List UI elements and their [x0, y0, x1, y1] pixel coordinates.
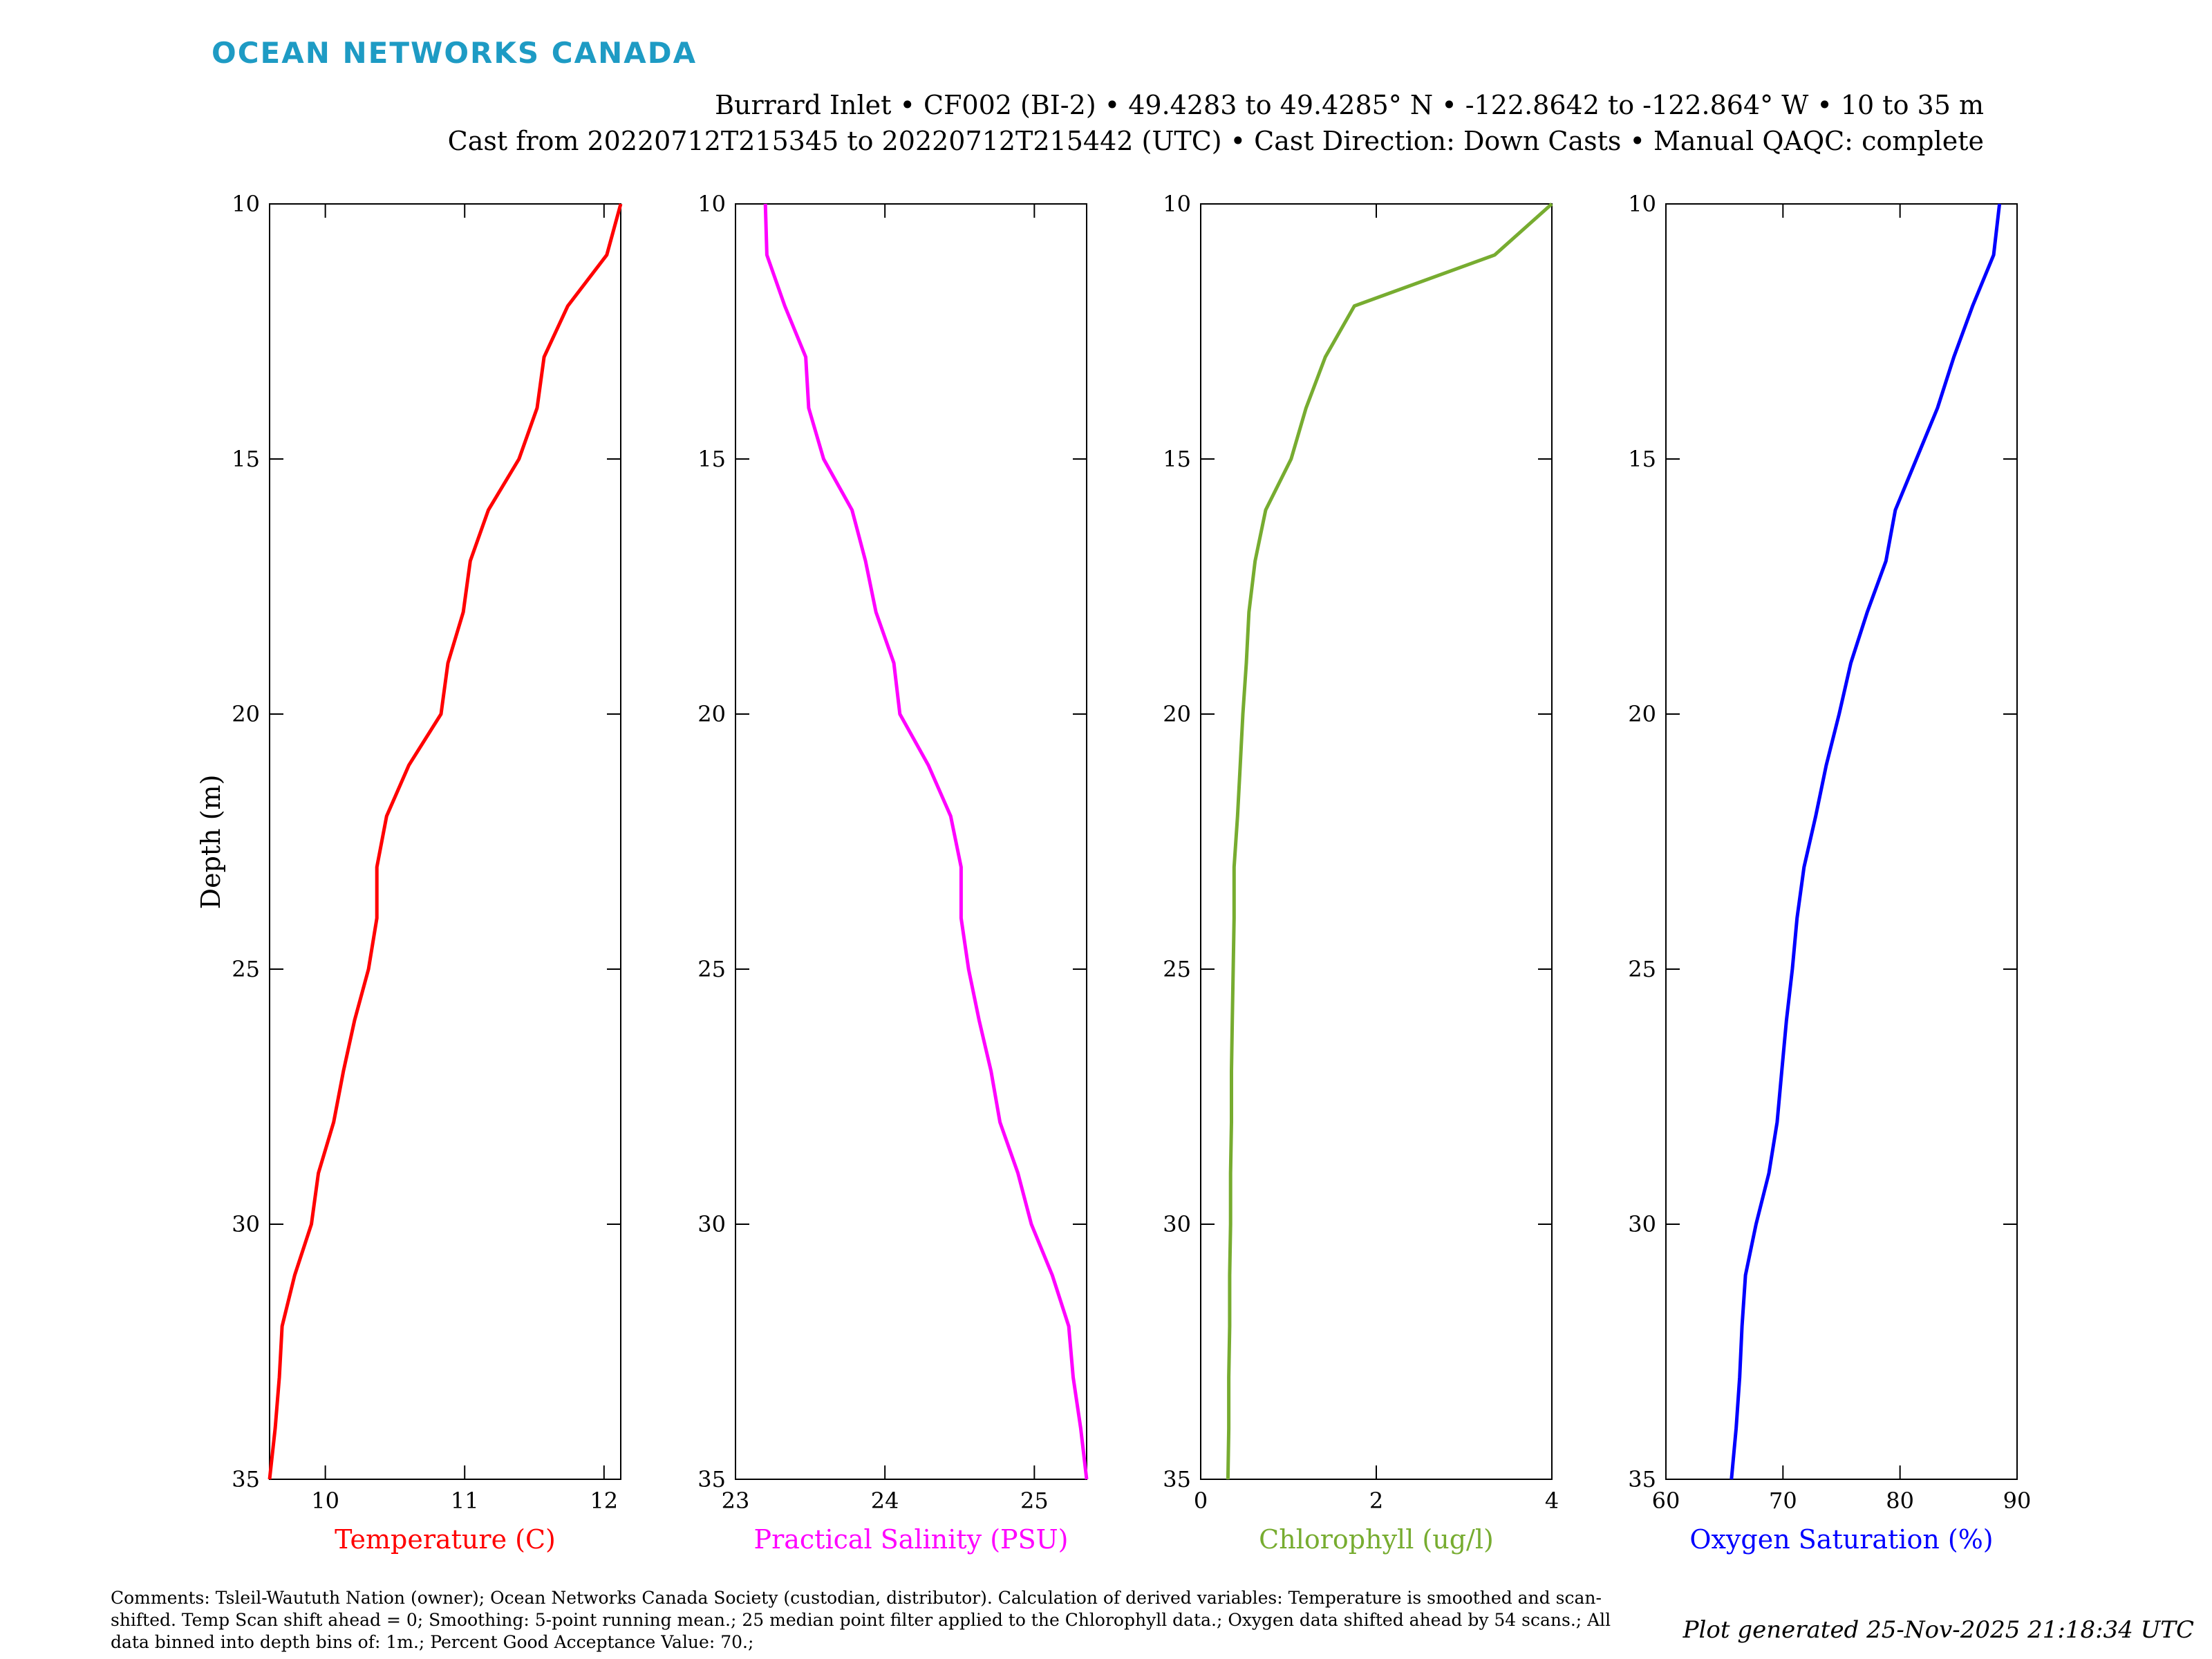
x-tick-label: 0	[1194, 1488, 1208, 1514]
y-axis-label: Depth (m)	[196, 775, 226, 910]
brand-logo-text: OCEAN NETWORKS CANADA	[212, 36, 697, 70]
x-tick-label: 90	[2003, 1488, 2032, 1514]
y-tick-label: 25	[232, 956, 260, 982]
x-tick-label: 2	[1369, 1488, 1383, 1514]
x-axis-label-4: Oxygen Saturation (%)	[1689, 1524, 1993, 1555]
y-tick-label: 20	[1163, 701, 1191, 727]
y-tick-label: 20	[232, 701, 260, 727]
y-tick-label: 15	[1163, 446, 1191, 472]
x-tick-label: 23	[722, 1488, 750, 1514]
y-tick-label: 10	[1163, 191, 1191, 217]
x-tick-label: 11	[451, 1488, 479, 1514]
x-axis-label-2: Practical Salinity (PSU)	[754, 1524, 1069, 1555]
y-tick-label: 35	[232, 1466, 260, 1492]
y-tick-label: 35	[1628, 1466, 1656, 1492]
y-tick-label: 25	[1163, 956, 1191, 982]
y-tick-label: 25	[697, 956, 726, 982]
plot-header-location: Burrard Inlet • CF002 (BI-2) • 49.4283 t…	[715, 90, 1984, 120]
y-tick-label: 15	[1628, 446, 1656, 472]
x-axis-label-3: Chlorophyll (ug/l)	[1259, 1524, 1494, 1555]
comments-text: Comments: Tsleil-Waututh Nation (owner);…	[111, 1588, 1611, 1652]
y-tick-label: 10	[697, 191, 726, 217]
y-tick-label: 10	[232, 191, 260, 217]
y-tick-label: 20	[1628, 701, 1656, 727]
y-tick-label: 30	[1628, 1211, 1656, 1237]
y-tick-label: 35	[1163, 1466, 1191, 1492]
y-tick-label: 10	[1628, 191, 1656, 217]
x-tick-label: 60	[1652, 1488, 1680, 1514]
profile-line-3	[1226, 203, 1553, 1480]
plot-generated-timestamp: Plot generated 25-Nov-2025 21:18:34 UTC	[1683, 1616, 2194, 1644]
y-tick-label: 25	[1628, 956, 1656, 982]
y-tick-label: 35	[697, 1466, 726, 1492]
x-tick-label: 4	[1545, 1488, 1559, 1514]
profile-line-4	[1730, 203, 2002, 1480]
x-axis-label-1: Temperature (C)	[335, 1524, 556, 1555]
plot-frame-4	[1665, 203, 2018, 1480]
y-tick-label: 30	[697, 1211, 726, 1237]
y-tick-label: 30	[232, 1211, 260, 1237]
y-tick-label: 20	[697, 701, 726, 727]
profile-line-1	[268, 203, 623, 1480]
y-tick-label: 15	[697, 446, 726, 472]
x-tick-label: 10	[311, 1488, 339, 1514]
x-tick-label: 24	[871, 1488, 899, 1514]
profile-line-2	[763, 203, 1089, 1480]
plot-frame-3	[1200, 203, 1553, 1480]
x-tick-label: 80	[1886, 1488, 1914, 1514]
plot-frame-2	[735, 203, 1087, 1480]
plot-frame-1	[269, 203, 621, 1480]
x-tick-label: 12	[590, 1488, 618, 1514]
y-tick-label: 15	[232, 446, 260, 472]
x-tick-label: 25	[1020, 1488, 1049, 1514]
plot-header-cast: Cast from 20220712T215345 to 20220712T21…	[447, 126, 1984, 156]
x-tick-label: 70	[1769, 1488, 1797, 1514]
y-tick-label: 30	[1163, 1211, 1191, 1237]
